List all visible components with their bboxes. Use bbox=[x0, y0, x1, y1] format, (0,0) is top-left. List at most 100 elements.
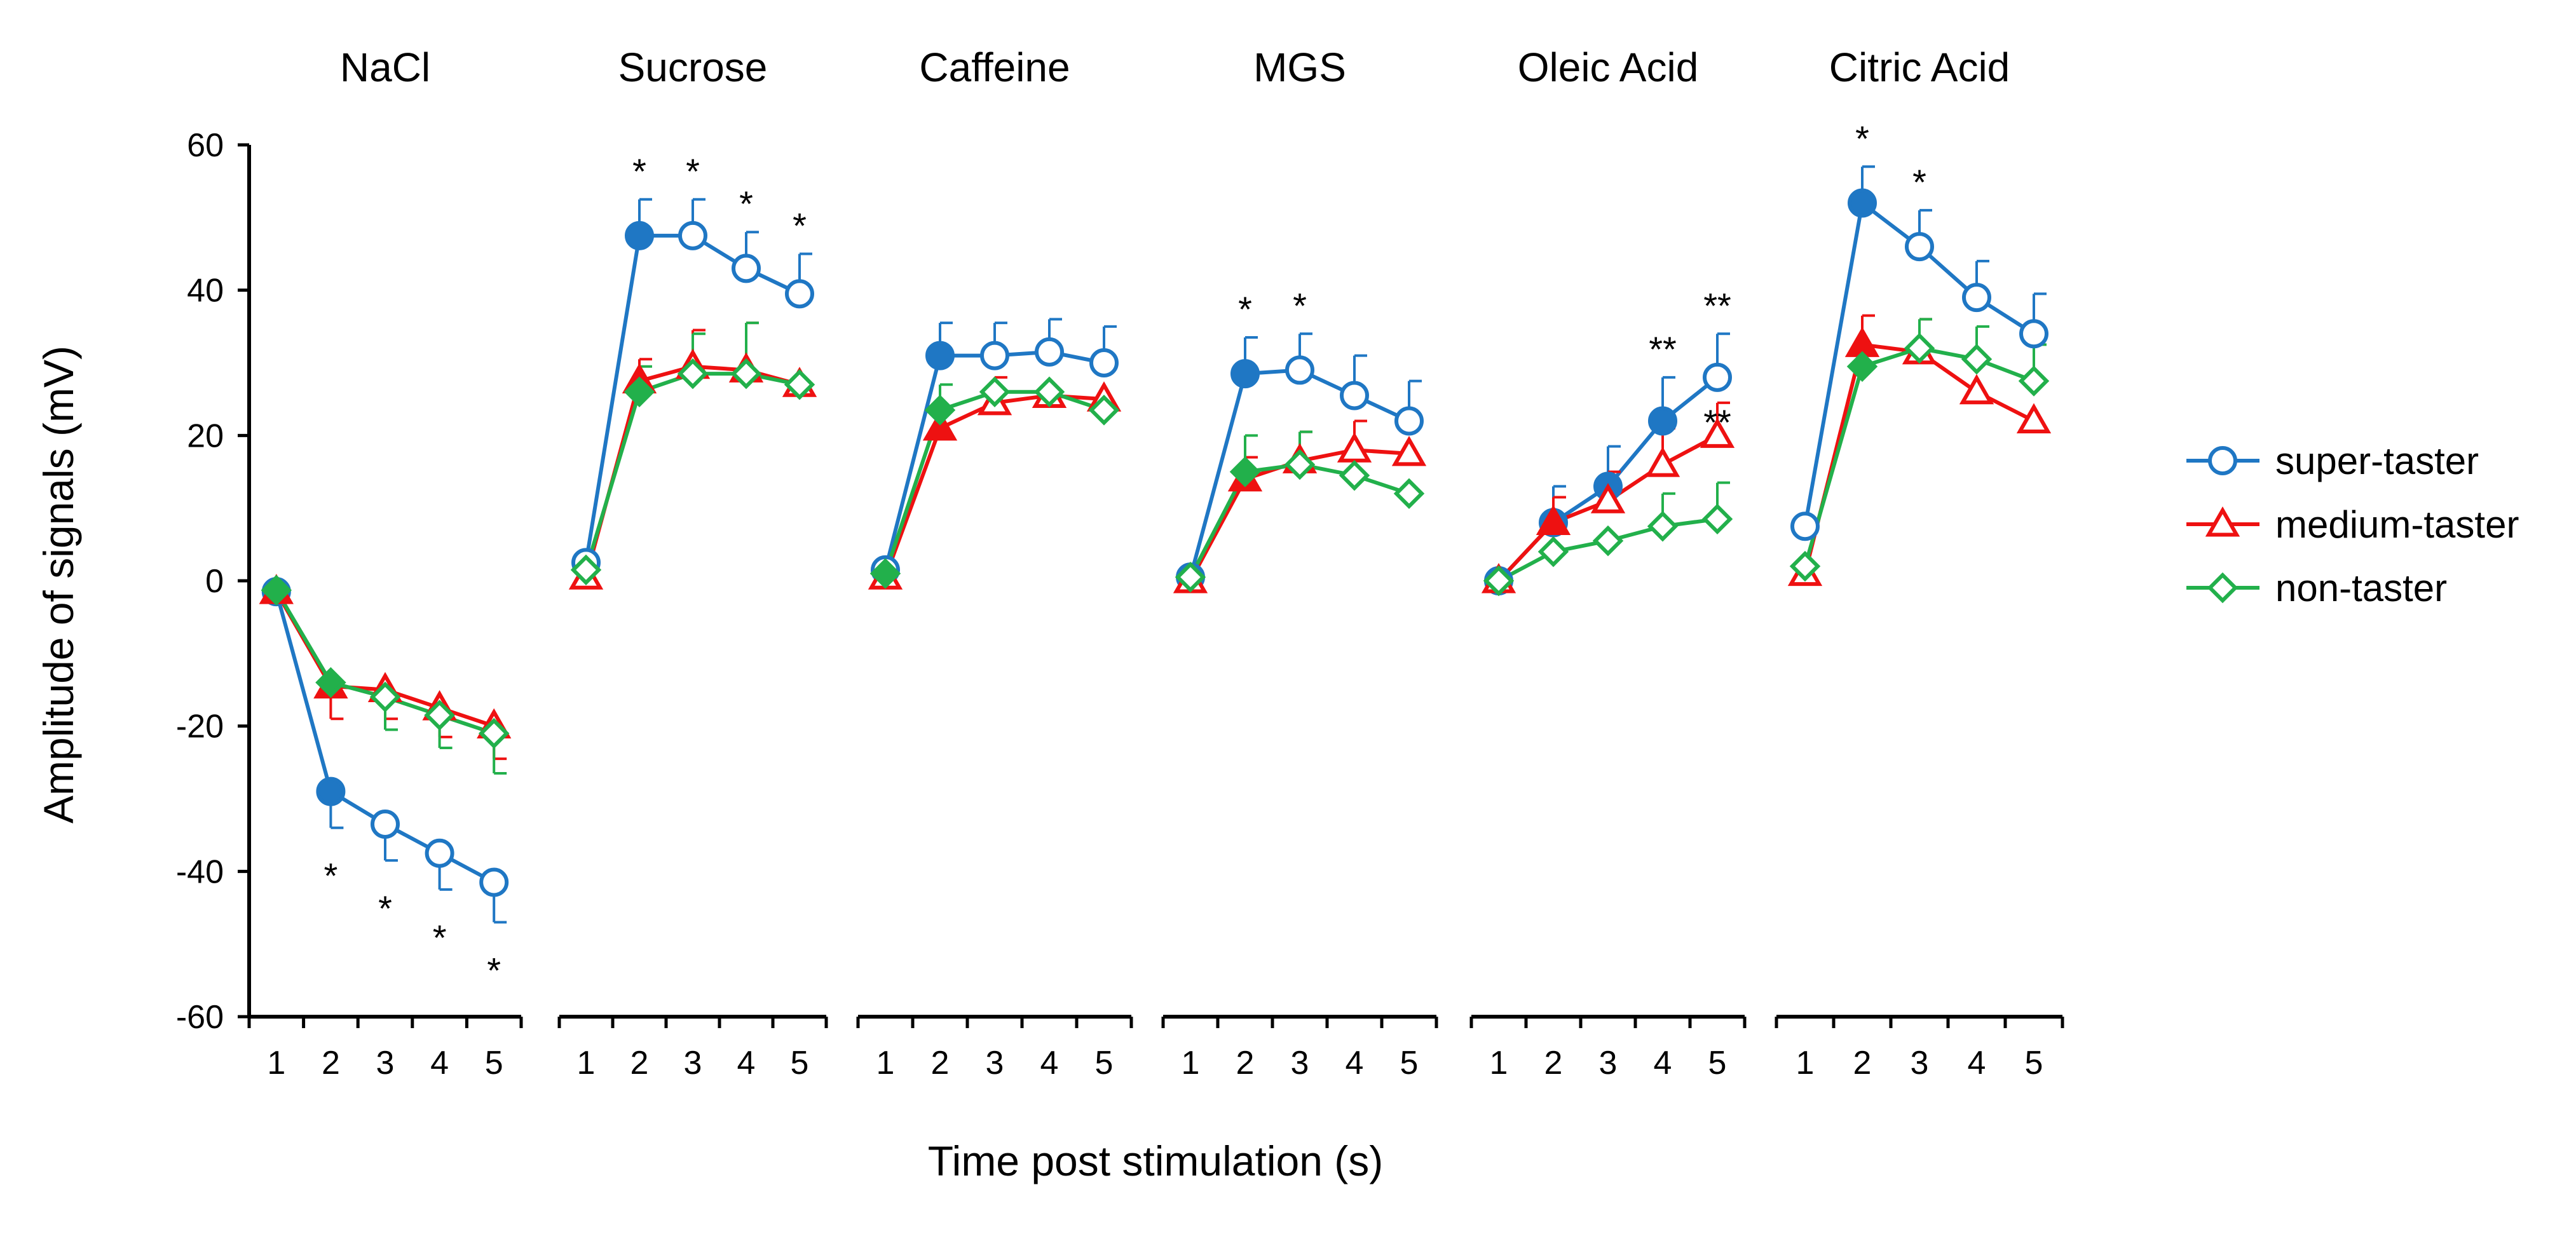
data-point-super-taster bbox=[1285, 355, 1314, 385]
data-point-non-taster bbox=[1647, 511, 1679, 542]
x-tick-label: 2 bbox=[630, 1045, 649, 1081]
panel-nacl: 1 2 3 4 5 NaCl * * * * bbox=[247, 44, 523, 1081]
significance-marker: * bbox=[686, 151, 700, 191]
series-line-medium-taster bbox=[883, 393, 1105, 578]
data-point-medium-taster bbox=[1590, 483, 1626, 513]
axes-layer: 60 40 20 0 -20 -40 -60 bbox=[176, 127, 251, 1036]
x-tick-label: 4 bbox=[737, 1045, 756, 1081]
data-point-non-taster bbox=[677, 358, 709, 390]
y-axis-title: Amplitude of signals (mV) bbox=[35, 346, 82, 824]
data-point-super-taster bbox=[425, 838, 454, 868]
significance-marker: * bbox=[1293, 285, 1307, 325]
x-tick-label: 3 bbox=[376, 1045, 395, 1081]
x-tick-label: 5 bbox=[485, 1045, 503, 1081]
y-tick-label: 20 bbox=[187, 417, 224, 454]
data-point-non-taster bbox=[1701, 503, 1733, 535]
data-point-medium-taster bbox=[1536, 505, 1571, 536]
x-tick-label: 4 bbox=[430, 1045, 449, 1081]
data-point-super-taster bbox=[1790, 512, 1820, 541]
significance-marker: * bbox=[1238, 289, 1252, 329]
x-tick-label: 1 bbox=[1796, 1045, 1815, 1081]
data-point-super-taster bbox=[1035, 337, 1064, 367]
x-tick-label: 1 bbox=[1182, 1045, 1200, 1081]
data-point-super-taster bbox=[1089, 348, 1119, 377]
data-point-super-taster bbox=[678, 220, 707, 250]
x-tick-label: 1 bbox=[577, 1045, 596, 1081]
data-point-non-taster bbox=[1537, 536, 1569, 567]
y-tick-label: 40 bbox=[187, 273, 224, 309]
x-axis-title: Time post stimulation (s) bbox=[928, 1137, 1383, 1184]
data-point-super-taster bbox=[925, 341, 955, 370]
data-point-super-taster bbox=[371, 810, 400, 839]
legend-label: super-taster bbox=[2275, 440, 2479, 482]
panel-oleic-acid: 1 2 3 4 5 Oleic Acid ** ** ** bbox=[1469, 44, 1747, 1081]
x-tick-label: 1 bbox=[876, 1045, 895, 1081]
x-tick-label: 3 bbox=[1911, 1045, 1929, 1081]
panel-title: Caffeine bbox=[919, 44, 1070, 90]
y-tick-label: 0 bbox=[205, 563, 224, 600]
data-point-medium-taster bbox=[1391, 435, 1427, 466]
data-point-non-taster bbox=[1229, 456, 1261, 487]
data-point-super-taster bbox=[1230, 359, 1260, 389]
data-point-non-taster bbox=[369, 681, 401, 713]
data-point-non-taster bbox=[424, 700, 455, 731]
data-point-non-taster bbox=[315, 667, 346, 698]
panel-citric-acid: 1 2 3 4 5 Citric Acid * * bbox=[1775, 44, 2064, 1081]
data-point-super-taster bbox=[1394, 406, 1424, 436]
data-point-super-taster bbox=[1905, 232, 1934, 262]
legend-label: non-taster bbox=[2275, 567, 2447, 609]
panel-sucrose: 1 2 3 4 5 Sucrose * * * * bbox=[557, 44, 828, 1081]
series-line-medium-taster bbox=[584, 364, 800, 578]
data-point-super-taster bbox=[479, 867, 509, 897]
legend-label: medium-taster bbox=[2275, 503, 2519, 546]
data-point-non-taster bbox=[1904, 332, 1935, 364]
legend-entry-non-taster: non-taster bbox=[2186, 567, 2447, 609]
x-tick-label: 3 bbox=[684, 1045, 702, 1081]
panel-title: NaCl bbox=[340, 44, 430, 90]
data-point-non-taster bbox=[1033, 376, 1065, 407]
x-tick-label: 2 bbox=[1544, 1045, 1563, 1081]
x-tick-label: 4 bbox=[1040, 1045, 1059, 1081]
data-point-non-taster bbox=[1592, 525, 1624, 557]
x-tick-label: 5 bbox=[1708, 1045, 1727, 1081]
data-point-super-taster bbox=[316, 776, 346, 806]
data-point-non-taster bbox=[1961, 344, 1993, 375]
data-point-medium-taster bbox=[1337, 432, 1372, 463]
data-point-non-taster bbox=[730, 358, 762, 390]
data-point-medium-taster bbox=[2016, 403, 2052, 433]
x-tick-label: 2 bbox=[931, 1045, 950, 1081]
series-line-super-taster bbox=[584, 233, 801, 563]
data-point-non-taster bbox=[924, 395, 956, 426]
significance-marker: * bbox=[1912, 162, 1926, 202]
legend-marker bbox=[2205, 506, 2240, 537]
y-tick-label: -60 bbox=[176, 999, 224, 1036]
data-point-non-taster bbox=[1339, 459, 1370, 491]
x-tick-label: 1 bbox=[1490, 1045, 1508, 1081]
panel-title: Citric Acid bbox=[1829, 44, 2010, 90]
y-tick-label: -20 bbox=[176, 709, 224, 745]
x-tick-label: 3 bbox=[986, 1045, 1004, 1081]
data-point-non-taster bbox=[1483, 565, 1515, 597]
data-point-non-taster bbox=[1088, 395, 1120, 426]
data-point-non-taster bbox=[624, 376, 655, 407]
data-point-non-taster bbox=[1175, 562, 1206, 593]
data-point-non-taster bbox=[1393, 478, 1425, 510]
legend-marker bbox=[2208, 446, 2237, 475]
significance-marker: * bbox=[1855, 118, 1869, 158]
data-point-non-taster bbox=[869, 558, 901, 589]
y-tick-label: 60 bbox=[187, 127, 224, 164]
data-point-medium-taster bbox=[922, 410, 958, 441]
significance-marker: * bbox=[324, 856, 338, 896]
significance-marker: * bbox=[793, 206, 807, 246]
x-tick-label: 2 bbox=[1853, 1045, 1872, 1081]
data-point-medium-taster bbox=[1959, 374, 1994, 405]
significance-marker: ** bbox=[1703, 285, 1731, 325]
legend-marker bbox=[2207, 572, 2239, 604]
x-tick-label: 4 bbox=[1654, 1045, 1672, 1081]
significance-marker: * bbox=[632, 151, 646, 191]
data-point-non-taster bbox=[1846, 351, 1878, 382]
x-tick-label: 3 bbox=[1291, 1045, 1309, 1081]
x-tick-label: 2 bbox=[1236, 1045, 1255, 1081]
